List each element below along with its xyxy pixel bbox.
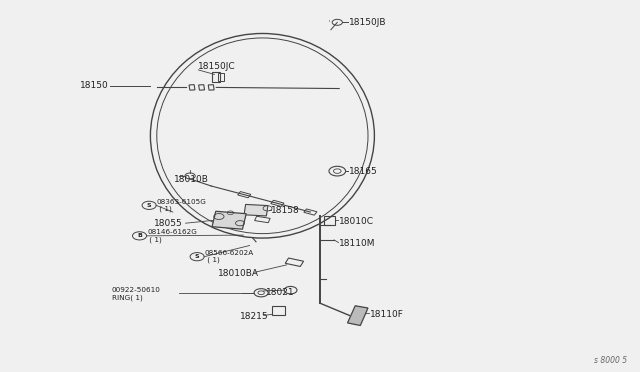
Text: 18010C: 18010C (339, 217, 374, 226)
Text: 08363-6105G
 ( 1): 08363-6105G ( 1) (157, 199, 207, 212)
Text: 08146-6162G
 ( 1): 08146-6162G ( 1) (147, 229, 197, 243)
Text: 18021: 18021 (266, 288, 294, 296)
Polygon shape (244, 205, 268, 216)
Polygon shape (212, 211, 246, 229)
Text: 18110M: 18110M (339, 239, 376, 248)
Text: 18150JB: 18150JB (349, 18, 387, 27)
Text: 18165: 18165 (349, 167, 378, 176)
Text: 18010BA: 18010BA (218, 269, 259, 278)
Text: B: B (137, 233, 142, 238)
Text: 18010B: 18010B (174, 175, 209, 184)
Text: 00922-50610
RING( 1): 00922-50610 RING( 1) (112, 287, 161, 301)
Text: 18150JC: 18150JC (198, 62, 236, 71)
Text: S: S (195, 254, 200, 259)
Text: 18055: 18055 (154, 219, 182, 228)
Text: 18150: 18150 (80, 81, 109, 90)
Text: 18110F: 18110F (370, 310, 404, 319)
Text: S: S (147, 203, 152, 208)
Text: 18215: 18215 (240, 312, 269, 321)
Text: 18158: 18158 (271, 206, 300, 215)
Text: 08566-6202A
 ( 1): 08566-6202A ( 1) (205, 250, 254, 263)
Text: s 8000 5: s 8000 5 (594, 356, 627, 365)
Polygon shape (348, 306, 368, 326)
